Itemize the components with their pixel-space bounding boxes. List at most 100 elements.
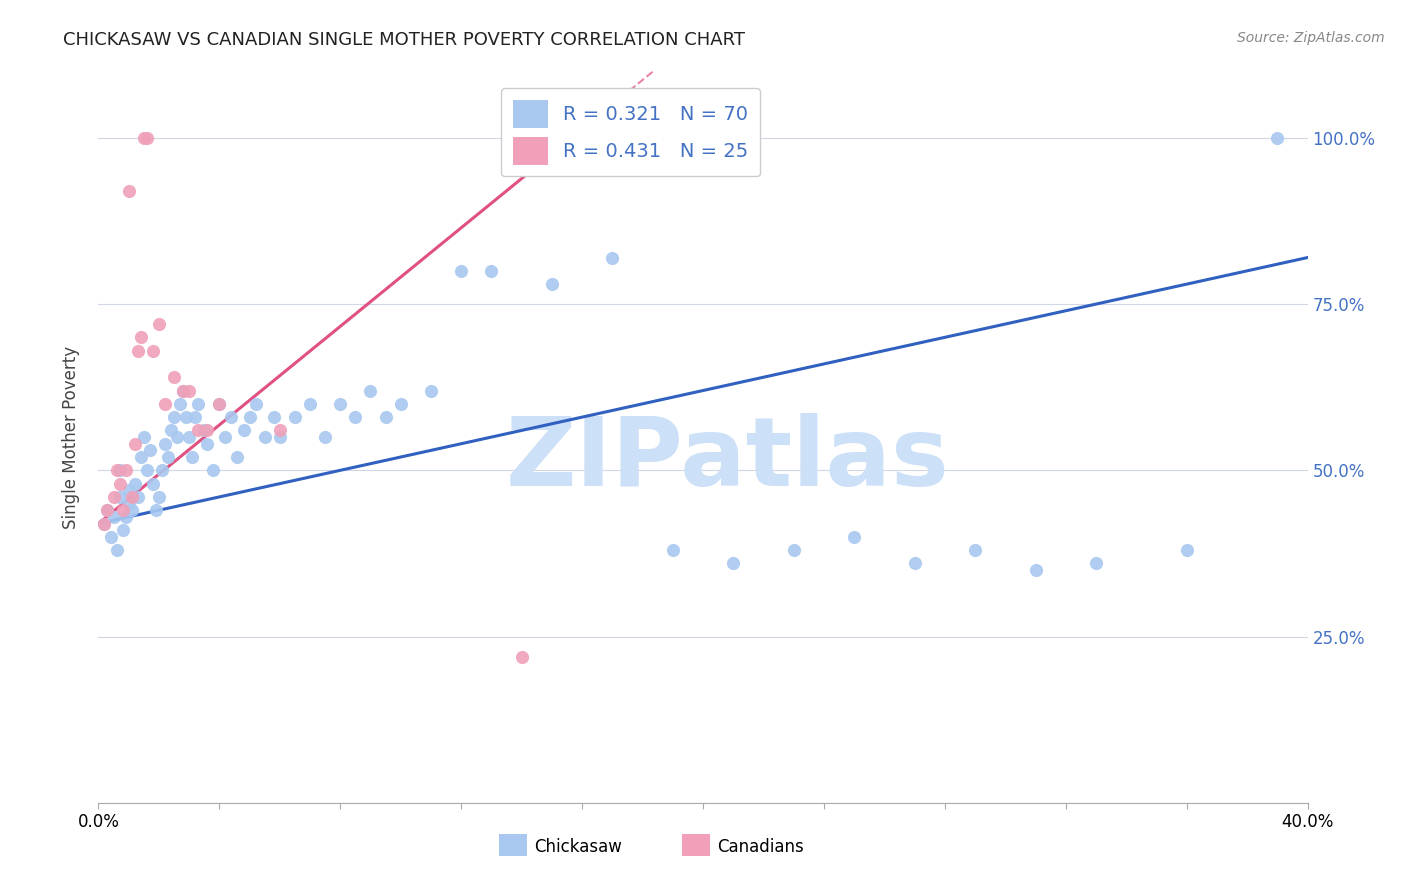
Point xyxy=(139,443,162,458)
Point xyxy=(284,410,307,425)
Point xyxy=(269,430,291,444)
Point xyxy=(108,490,131,504)
Point xyxy=(179,384,201,398)
Point xyxy=(108,476,131,491)
Point xyxy=(174,410,197,425)
Point xyxy=(108,463,131,477)
Point xyxy=(111,503,134,517)
Point xyxy=(374,410,396,425)
Point xyxy=(105,543,128,558)
Point xyxy=(844,530,866,544)
Text: Chickasaw: Chickasaw xyxy=(534,838,621,856)
Point xyxy=(181,450,204,464)
Point xyxy=(96,503,118,517)
Point xyxy=(540,277,562,292)
Point xyxy=(187,424,209,438)
Point xyxy=(121,503,143,517)
Point xyxy=(150,463,173,477)
Point xyxy=(193,424,215,438)
Point xyxy=(163,370,186,384)
Point xyxy=(132,131,155,145)
Point xyxy=(96,503,118,517)
Point xyxy=(253,430,276,444)
Point xyxy=(195,424,218,438)
Point xyxy=(214,430,236,444)
Point xyxy=(100,530,122,544)
Point xyxy=(93,516,115,531)
Point xyxy=(172,384,194,398)
Point xyxy=(314,430,336,444)
Point xyxy=(783,543,806,558)
Point xyxy=(1024,563,1046,577)
Point xyxy=(129,450,152,464)
Point xyxy=(127,490,149,504)
Point xyxy=(389,397,412,411)
Point xyxy=(121,490,143,504)
Point xyxy=(142,343,165,358)
Point xyxy=(156,450,179,464)
Point xyxy=(965,543,987,558)
Point xyxy=(124,436,146,450)
Text: CHICKASAW VS CANADIAN SINGLE MOTHER POVERTY CORRELATION CHART: CHICKASAW VS CANADIAN SINGLE MOTHER POVE… xyxy=(63,31,745,49)
Text: Source: ZipAtlas.com: Source: ZipAtlas.com xyxy=(1237,31,1385,45)
Point xyxy=(114,509,136,524)
Point xyxy=(118,497,141,511)
Y-axis label: Single Mother Poverty: Single Mother Poverty xyxy=(62,345,80,529)
Point xyxy=(135,131,157,145)
Point xyxy=(163,410,186,425)
Point xyxy=(1175,543,1198,558)
Point xyxy=(105,463,128,477)
Point xyxy=(420,384,443,398)
Point xyxy=(1267,131,1289,145)
Point xyxy=(360,384,382,398)
Point xyxy=(344,410,367,425)
Legend: R = 0.321   N = 70, R = 0.431   N = 25: R = 0.321 N = 70, R = 0.431 N = 25 xyxy=(501,88,761,177)
Point xyxy=(202,463,225,477)
Point xyxy=(111,523,134,537)
Point xyxy=(145,503,167,517)
Point xyxy=(184,410,207,425)
Point xyxy=(179,430,201,444)
Point xyxy=(142,476,165,491)
Point xyxy=(148,317,170,331)
Point xyxy=(263,410,285,425)
Point xyxy=(132,430,155,444)
Point xyxy=(602,251,624,265)
Point xyxy=(172,384,194,398)
Point xyxy=(114,463,136,477)
Point xyxy=(723,557,745,571)
Point xyxy=(153,436,176,450)
Point xyxy=(510,649,533,664)
Point xyxy=(187,397,209,411)
Point xyxy=(450,264,472,278)
Point xyxy=(269,424,291,438)
Point xyxy=(93,516,115,531)
Point xyxy=(226,450,249,464)
Point xyxy=(169,397,191,411)
Point xyxy=(239,410,262,425)
Point xyxy=(195,436,218,450)
Point xyxy=(166,430,188,444)
Point xyxy=(153,397,176,411)
Point xyxy=(148,490,170,504)
Point xyxy=(103,509,125,524)
Point xyxy=(160,424,183,438)
Point xyxy=(904,557,927,571)
Point xyxy=(661,543,683,558)
Point xyxy=(118,483,141,498)
Point xyxy=(299,397,322,411)
Point xyxy=(1085,557,1108,571)
Point xyxy=(118,184,141,198)
Point xyxy=(329,397,352,411)
Point xyxy=(208,397,231,411)
Point xyxy=(129,330,152,344)
Point xyxy=(221,410,243,425)
Point xyxy=(103,490,125,504)
Point xyxy=(135,463,157,477)
Point xyxy=(124,476,146,491)
Text: Canadians: Canadians xyxy=(717,838,804,856)
Point xyxy=(481,264,503,278)
Point xyxy=(127,343,149,358)
Point xyxy=(245,397,267,411)
Text: ZIPatlas: ZIPatlas xyxy=(505,412,949,506)
